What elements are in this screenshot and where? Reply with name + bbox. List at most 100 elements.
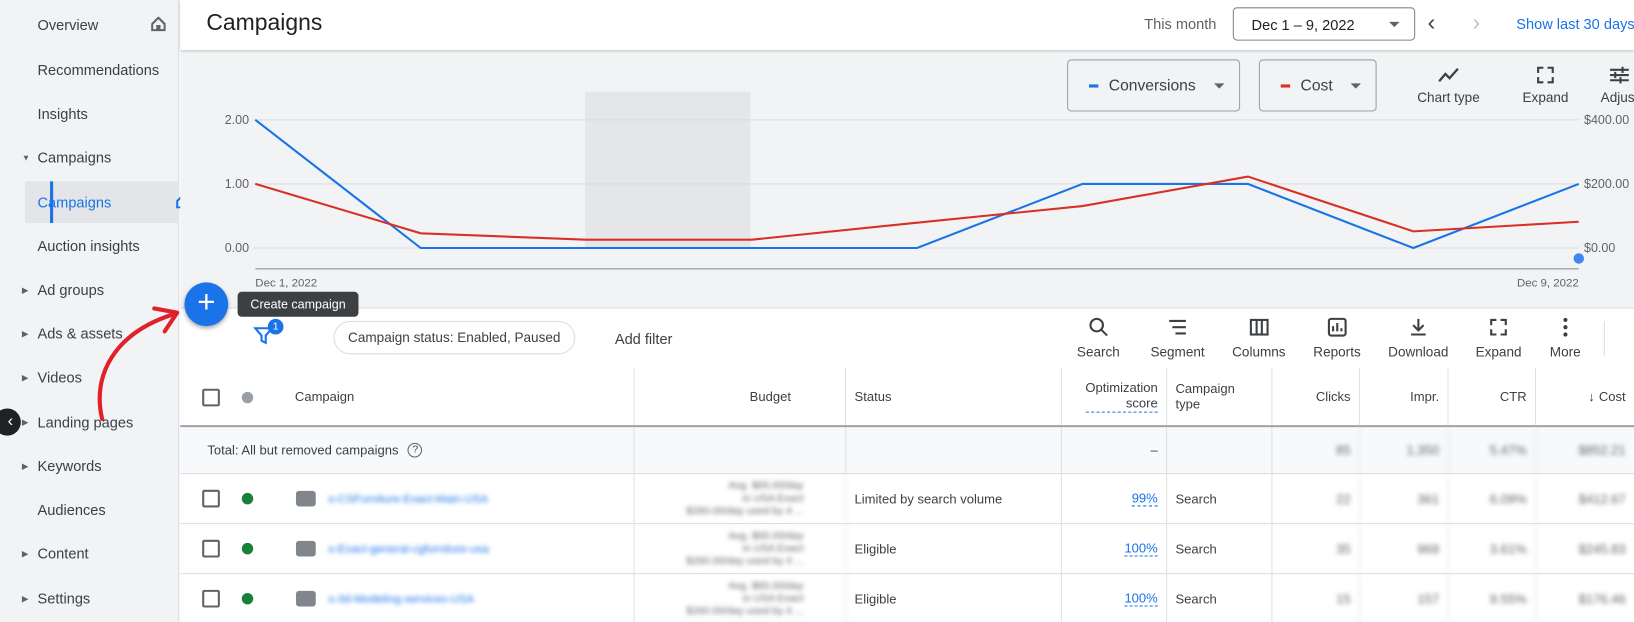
sidebar-item-label: Overview bbox=[37, 16, 99, 34]
columns-tool-button[interactable]: Columns bbox=[1232, 317, 1286, 360]
sidebar-item-ads-assets[interactable]: ▶ Ads & assets bbox=[0, 313, 179, 355]
expand-tool-button[interactable]: Expand bbox=[1476, 317, 1522, 360]
segment-tool-button[interactable]: Segment bbox=[1150, 317, 1205, 360]
budget-cell[interactable]: Avg. $65.00/day in USA Exact $260.00/day u… bbox=[635, 574, 847, 622]
sidebar-item-videos[interactable]: ▶ Videos bbox=[0, 356, 179, 398]
budget-cell[interactable]: Avg. $65.00/day in USA Exact $260.00/day u… bbox=[635, 524, 847, 574]
sidebar-item-label: Keywords bbox=[37, 457, 102, 475]
expand-icon bbox=[1490, 318, 1507, 336]
segment-icon bbox=[1169, 319, 1186, 335]
search-campaign-icon bbox=[295, 490, 316, 507]
dropdown-arrow-icon bbox=[1214, 83, 1225, 89]
campaign-column-header[interactable]: Campaign bbox=[294, 389, 355, 404]
campaign-status-filter-chip[interactable]: Campaign status: Enabled, Paused bbox=[333, 320, 576, 355]
sidebar-item-keywords[interactable]: ▶ Keywords bbox=[0, 445, 179, 487]
caret-right-icon: ▶ bbox=[21, 372, 29, 382]
select-all-checkbox[interactable] bbox=[202, 388, 220, 407]
chart-type-label: Chart type bbox=[1417, 89, 1480, 106]
help-icon[interactable]: ? bbox=[407, 442, 423, 458]
left-axis-tick-label: 0.00 bbox=[225, 241, 249, 255]
caret-right-icon: ▶ bbox=[21, 328, 29, 339]
optimization-score-column-header[interactable]: Optimization score bbox=[1062, 367, 1168, 426]
table-toolbar: 1 Campaign status: Enabled, Paused Add f… bbox=[180, 307, 1634, 368]
sidebar-item-insights[interactable]: Insights bbox=[0, 93, 179, 135]
create-campaign-button[interactable]: + bbox=[184, 282, 229, 327]
optimization-score-value[interactable]: 100% bbox=[1124, 540, 1158, 557]
row-checkbox[interactable] bbox=[202, 589, 220, 608]
ctr-column-header[interactable]: CTR bbox=[1449, 367, 1537, 426]
optimization-score-cell[interactable]: 100% bbox=[1062, 524, 1168, 574]
campaign-cell: s-3d-Modeling-services-USA bbox=[180, 574, 635, 622]
search-tool-button[interactable]: Search bbox=[1077, 317, 1120, 360]
sidebar-item-auction-insights[interactable]: Auction insights bbox=[25, 225, 179, 267]
enabled-status-dot[interactable] bbox=[241, 542, 254, 555]
cost-swatch bbox=[1280, 83, 1291, 88]
sidebar-item-overview[interactable]: Overview bbox=[0, 4, 179, 46]
table-header: Campaign Budget Status Optimization score… bbox=[180, 367, 1634, 428]
status-column-header[interactable]: Status bbox=[846, 367, 1062, 426]
add-filter-button[interactable]: Add filter bbox=[614, 330, 673, 348]
metric2-label: Cost bbox=[1300, 76, 1333, 95]
expand-icon bbox=[1537, 66, 1554, 84]
sidebar-item-landing-pages[interactable]: ▶ Landing pages bbox=[0, 401, 179, 443]
status-dot-header bbox=[241, 391, 254, 404]
row-checkbox[interactable] bbox=[202, 539, 220, 558]
optimization-score-value[interactable]: 99% bbox=[1131, 490, 1158, 507]
total-type bbox=[1167, 427, 1273, 474]
clicks-column-header[interactable]: Clicks bbox=[1272, 367, 1360, 426]
sidebar-item-audiences[interactable]: Audiences bbox=[0, 489, 179, 531]
total-status bbox=[846, 427, 1062, 474]
caret-right-icon: ▶ bbox=[21, 285, 29, 295]
campaign-name-link[interactable]: s-CSFurniture-Exact-Main-USA bbox=[328, 492, 489, 505]
total-label: Total: All but removed campaigns bbox=[207, 442, 399, 458]
date-range-picker[interactable]: Dec 1 – 9, 2022 bbox=[1232, 7, 1416, 41]
sidebar-item-recommendations[interactable]: Recommendations bbox=[0, 49, 179, 91]
sidebar-item-content[interactable]: ▶ Content bbox=[0, 533, 179, 575]
budget-line2: in USA Exact bbox=[742, 492, 804, 504]
conversions-swatch bbox=[1088, 83, 1099, 88]
left-axis-tick-label: 2.00 bbox=[225, 113, 249, 127]
optimization-score-value[interactable]: 100% bbox=[1124, 590, 1158, 607]
tool-label: Reports bbox=[1313, 343, 1361, 360]
collapse-sidebar-button[interactable]: ‹ bbox=[0, 408, 21, 436]
row-checkbox[interactable] bbox=[202, 489, 220, 508]
cost-cell: $245.83 bbox=[1578, 541, 1626, 556]
optimization-score-cell[interactable]: 99% bbox=[1062, 474, 1168, 524]
budget-line3: $260.00/day used by 4 ... bbox=[686, 554, 804, 567]
budget-cell[interactable]: Avg. $65.00/day in USA Exact $260.00/day u… bbox=[635, 474, 847, 524]
total-ctr: 5.47% bbox=[1449, 427, 1537, 474]
dropdown-arrow-icon bbox=[1389, 21, 1400, 28]
tool-label: Columns bbox=[1232, 343, 1286, 360]
sidebar-item-settings[interactable]: ▶ Settings bbox=[0, 577, 179, 619]
ctr-cell: 9.55% bbox=[1449, 574, 1537, 622]
reports-tool-button[interactable]: Reports bbox=[1313, 317, 1361, 360]
show-last-30-days-link[interactable]: Show last 30 days bbox=[1516, 15, 1634, 33]
right-axis-tick-label: $0.00 bbox=[1584, 241, 1615, 255]
sidebar-item-campaigns[interactable]: Campaigns bbox=[25, 181, 191, 224]
cost-column-header[interactable]: ↓ Cost bbox=[1536, 368, 1634, 425]
enabled-status-dot[interactable] bbox=[241, 492, 254, 505]
metric2-selector[interactable]: Cost bbox=[1258, 59, 1377, 112]
budget-column-header[interactable]: Budget bbox=[635, 367, 847, 426]
sidebar-item-label: Content bbox=[37, 545, 89, 562]
chart-expand-button[interactable]: Expand bbox=[1523, 65, 1568, 105]
red-arrow-annotation bbox=[97, 306, 180, 422]
more-tool-button[interactable]: More bbox=[1550, 317, 1581, 360]
sidebar-item-campaigns-group[interactable]: ▼ Campaigns bbox=[0, 137, 179, 179]
weekend-shading bbox=[585, 91, 751, 249]
metric1-selector[interactable]: Conversions bbox=[1067, 59, 1241, 112]
chart-type-button[interactable]: Chart type bbox=[1417, 65, 1480, 106]
previous-period-button[interactable]: ‹ bbox=[1427, 9, 1436, 36]
download-icon bbox=[1410, 318, 1426, 336]
campaign-name-link[interactable]: s-Exact-general-cgfurniture-usa bbox=[328, 542, 489, 555]
impr-column-header[interactable]: Impr. bbox=[1360, 367, 1449, 426]
search-campaign-icon bbox=[295, 540, 316, 557]
adjust-button[interactable]: Adjust bbox=[1601, 65, 1634, 105]
enabled-status-dot[interactable] bbox=[241, 592, 254, 605]
download-tool-button[interactable]: Download bbox=[1388, 317, 1448, 360]
campaign-type-column-header[interactable]: Campaign type bbox=[1167, 367, 1273, 426]
optimization-score-cell[interactable]: 100% bbox=[1062, 574, 1168, 622]
next-period-button[interactable]: › bbox=[1472, 9, 1481, 36]
campaign-name-link[interactable]: s-3d-Modeling-services-USA bbox=[328, 592, 475, 605]
sidebar-item-ad-groups[interactable]: ▶ Ad groups bbox=[0, 269, 179, 311]
